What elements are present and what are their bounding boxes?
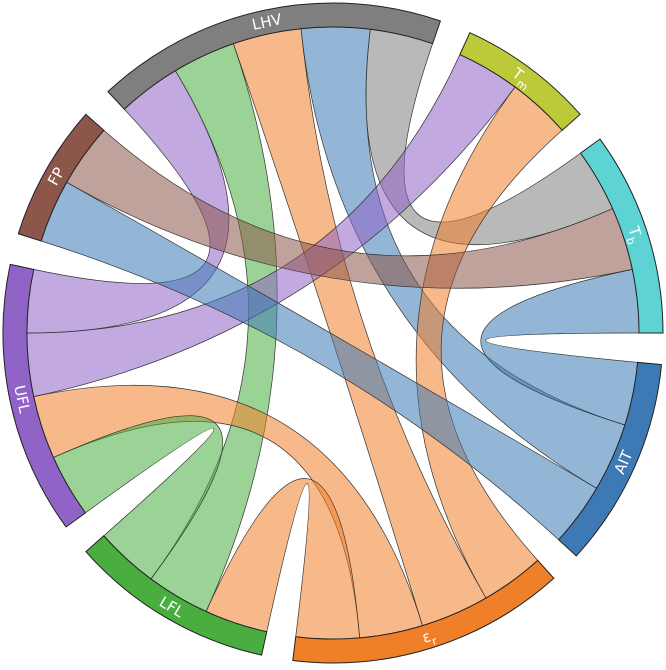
node-arc <box>579 138 664 334</box>
node-arc <box>292 559 555 664</box>
node-label: LHV <box>250 9 284 33</box>
node-label-sub: b <box>624 236 639 247</box>
node-arc <box>2 263 87 528</box>
node-arc <box>17 113 105 242</box>
ribbons <box>26 26 640 640</box>
node-label-main: UFL <box>11 383 35 415</box>
node-arc <box>459 32 581 131</box>
node-arc <box>107 2 442 110</box>
node-arc <box>557 361 663 557</box>
node-label-sub: r <box>430 634 439 648</box>
node-label-main: LHV <box>250 9 284 33</box>
node-label: UFL <box>11 383 35 415</box>
node-arc <box>85 535 268 656</box>
